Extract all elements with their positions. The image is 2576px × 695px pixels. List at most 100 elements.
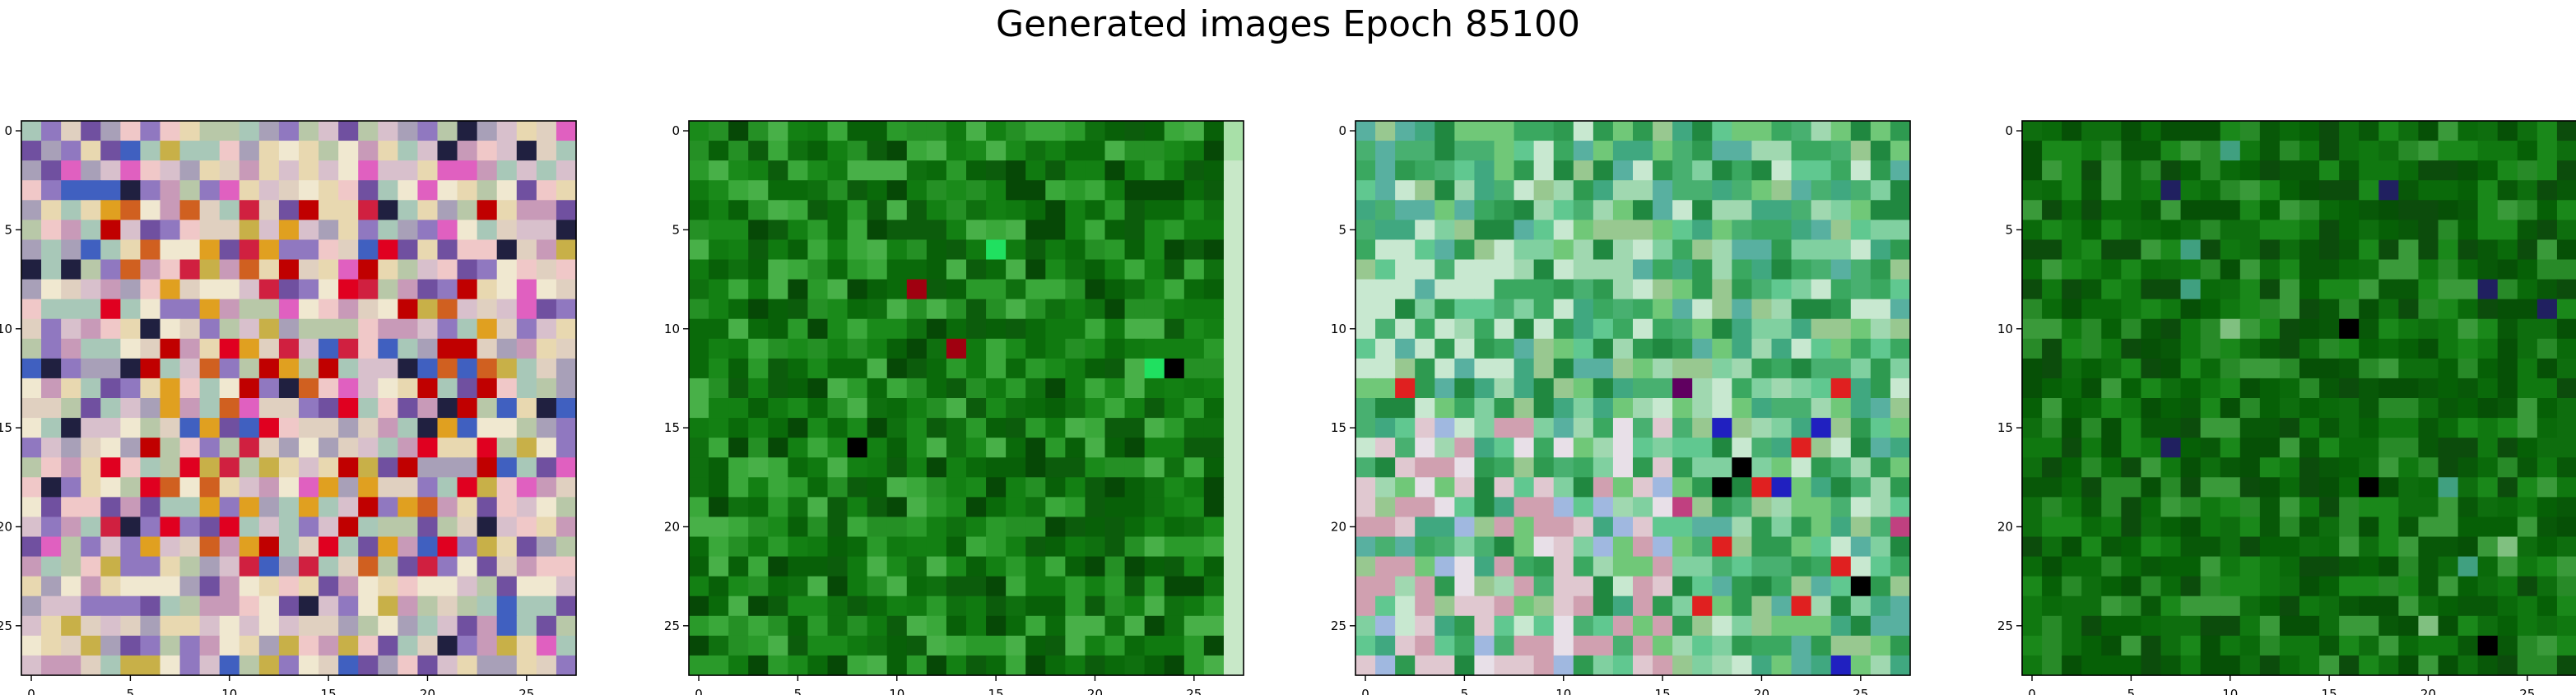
pixel-cell [1533, 279, 1555, 300]
pixel-cell [1203, 398, 1225, 419]
pixel-cell [437, 635, 458, 656]
pixel-cell [1434, 239, 1455, 261]
pixel-cell [81, 398, 101, 419]
pixel-cell [1494, 279, 1515, 300]
pixel-cell [1870, 556, 1891, 577]
pixel-cell [1006, 398, 1026, 419]
pixel-cell [1434, 576, 1455, 597]
pixel-cell [556, 615, 577, 637]
pixel-cell [378, 536, 398, 558]
pixel-cell [788, 595, 809, 617]
pixel-cell [1474, 398, 1495, 419]
pixel-cell [2239, 576, 2261, 597]
pixel-cell [2418, 180, 2439, 201]
pixel-cell [1474, 338, 1495, 359]
pixel-cell [2062, 457, 2082, 478]
pixel-cell [338, 635, 359, 656]
pixel-cell [2279, 378, 2300, 399]
pixel-cell [1712, 279, 1732, 300]
pixel-cell [2339, 121, 2360, 141]
pixel-cell [1791, 576, 1812, 597]
pixel-cell [1025, 418, 1046, 438]
pixel-cell [1653, 378, 1673, 399]
pixel-cell [140, 615, 161, 637]
pixel-cell [1045, 279, 1066, 300]
pixel-cell [2220, 477, 2241, 498]
pixel-cell [2378, 279, 2399, 300]
pixel-cell [160, 457, 181, 478]
pixel-cell [2141, 477, 2162, 498]
pixel-cell [2398, 398, 2420, 419]
pixel-cell [1751, 200, 1773, 220]
pixel-cell [1692, 655, 1713, 676]
pixel-cell [1025, 556, 1046, 577]
pixel-cell [1124, 279, 1146, 300]
pixel-cell [239, 239, 260, 261]
pixel-cell [160, 635, 181, 656]
pixel-cell [2022, 457, 2043, 478]
pixel-cell [2398, 338, 2420, 359]
pixel-cell [926, 635, 947, 656]
pixel-cell [1434, 398, 1455, 419]
pixel-cell [258, 398, 280, 419]
pixel-cell [2319, 121, 2340, 141]
pixel-cell [1164, 576, 1185, 597]
pixel-cell [2556, 576, 2576, 597]
pixel-cell [906, 220, 928, 241]
pixel-cell [338, 595, 359, 617]
pixel-cell [1732, 239, 1753, 261]
pixel-cell [1870, 655, 1891, 676]
pixel-cell [556, 655, 577, 676]
pixel-cell [788, 536, 809, 558]
pixel-cell [398, 338, 419, 359]
pixel-cell [2299, 299, 2320, 320]
pixel-cell [41, 378, 62, 399]
pixel-cell [709, 398, 729, 419]
pixel-cell [2022, 477, 2043, 498]
pixel-cell [1085, 299, 1106, 320]
pixel-cell [2517, 160, 2538, 181]
pixel-cell [788, 160, 809, 181]
pixel-cell [278, 378, 300, 399]
pixel-cell [2438, 576, 2459, 597]
pixel-cell [768, 398, 788, 419]
pixel-cell [1791, 477, 1812, 498]
pixel-cell [2556, 299, 2576, 320]
pixel-cell [827, 121, 849, 141]
pixel-cell [2536, 418, 2558, 438]
pixel-cell [2239, 517, 2261, 538]
pixel-cell [2259, 338, 2281, 359]
pixel-cell [199, 141, 221, 161]
pixel-cell [536, 378, 557, 399]
pixel-cell [1890, 220, 1911, 241]
pixel-cell [966, 438, 987, 458]
pixel-cell [556, 299, 577, 320]
pixel-cell [437, 556, 458, 577]
pixel-cell [1712, 180, 1732, 201]
pixel-cell [516, 576, 537, 597]
pixel-cell [926, 141, 947, 161]
pixel-cell [709, 141, 729, 161]
pixel-cell [1434, 477, 1455, 498]
pixel-cell [906, 517, 928, 538]
pixel-cell [2101, 299, 2122, 320]
pixel-cell [278, 220, 300, 241]
pixel-cell [457, 239, 478, 261]
pixel-cell [1553, 160, 1574, 181]
pixel-cell [1791, 141, 1812, 161]
pixel-cell [100, 220, 121, 241]
pixel-cell [100, 418, 121, 438]
pixel-cell [358, 121, 379, 141]
pixel-cell [689, 418, 709, 438]
pixel-cell [748, 556, 769, 577]
pixel-cell [2042, 457, 2062, 478]
pixel-cell [1712, 438, 1732, 458]
pixel-cell [516, 299, 537, 320]
pixel-cell [1375, 438, 1396, 458]
pixel-cell [1375, 536, 1396, 558]
pixel-cell [1612, 121, 1634, 141]
pixel-cell [1183, 378, 1205, 399]
pixel-cell [768, 180, 788, 201]
pixel-cell [867, 517, 888, 538]
pixel-cell [1771, 121, 1793, 141]
